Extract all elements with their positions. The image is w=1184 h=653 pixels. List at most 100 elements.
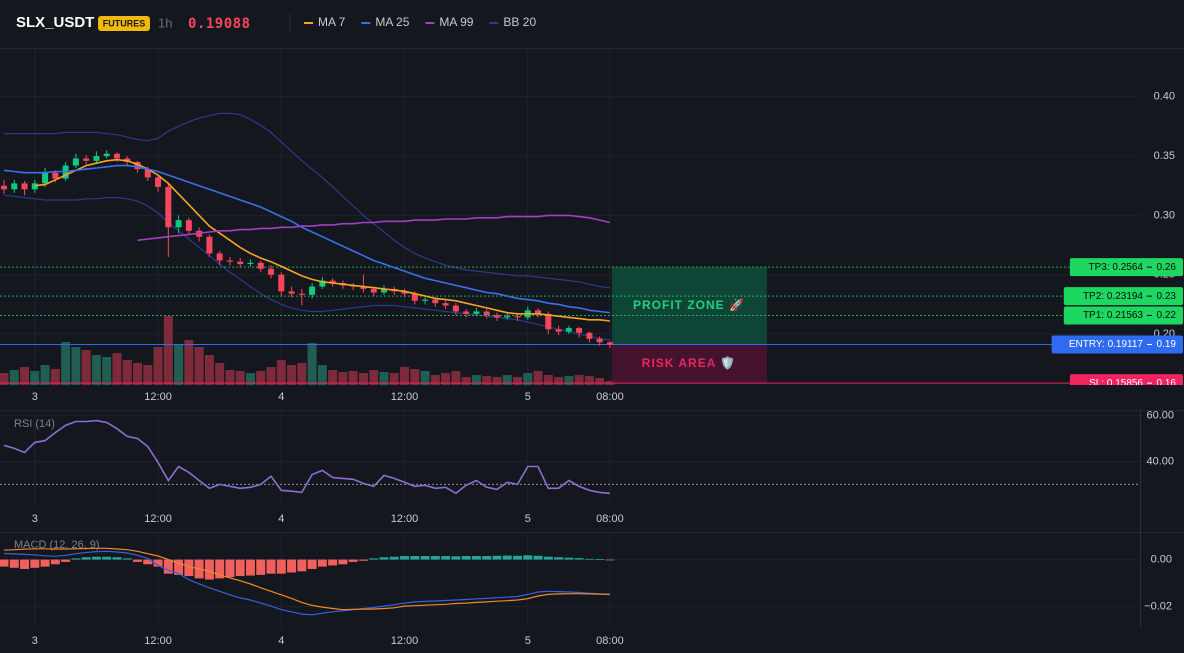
volume-bar	[225, 370, 235, 385]
x-tick-label: 5	[525, 513, 531, 525]
volume-bar	[81, 350, 91, 385]
y-tick-label: 0.30	[1154, 209, 1175, 221]
volume-bar	[276, 360, 286, 385]
volume-bar	[174, 345, 184, 385]
candle-body	[11, 183, 18, 190]
histogram-bar	[461, 556, 471, 560]
candle-body	[83, 158, 90, 161]
level-label: ENTRY: 0.19117	[1069, 339, 1144, 350]
x-tick-label: 12:00	[144, 391, 172, 403]
candle-body	[576, 328, 583, 333]
level-axis-label: 0.23	[1157, 291, 1177, 302]
candle-body	[31, 183, 38, 190]
volume-bar	[420, 371, 430, 385]
volume-bar	[50, 369, 60, 385]
histogram-bar	[112, 557, 122, 560]
candle-body	[329, 280, 336, 284]
histogram-bar	[71, 558, 81, 560]
level-badge	[1051, 335, 1183, 354]
zone	[612, 344, 767, 384]
histogram-bar	[605, 559, 615, 561]
histogram-bar	[430, 556, 440, 560]
histogram-bar	[348, 559, 358, 562]
volume-bar	[194, 347, 204, 385]
moving-average	[3, 164, 610, 314]
histogram-bar	[317, 559, 327, 567]
histogram-bar	[554, 557, 564, 560]
candle-body	[545, 313, 552, 330]
histogram-bar	[338, 559, 348, 565]
histogram-bar	[174, 559, 184, 575]
level-badge	[1063, 287, 1183, 306]
volume-bar	[400, 367, 410, 385]
candle-body	[113, 153, 120, 159]
last-price: 0.19088	[188, 16, 251, 32]
volume-bar	[112, 353, 122, 385]
candle-body	[401, 291, 408, 294]
candle-body	[268, 268, 275, 275]
volume-bar	[389, 373, 399, 385]
volume-bar	[471, 375, 481, 385]
histogram-bar	[543, 556, 553, 560]
rsi-line	[3, 419, 610, 495]
x-tick-label: 12:00	[144, 513, 172, 525]
candle-body	[370, 288, 377, 293]
zone-label: RISK AREA 🛡️	[642, 356, 736, 370]
candle-body	[596, 338, 603, 343]
level-label: TP3: 0.2564	[1089, 262, 1144, 273]
candle-body	[247, 262, 254, 265]
x-tick-label: 4	[278, 513, 284, 525]
volume-bar	[543, 375, 553, 385]
histogram-bar	[81, 557, 91, 560]
legend-label: BB 20	[503, 15, 536, 29]
volume-bar	[184, 340, 194, 385]
candle-body	[21, 183, 28, 190]
histogram-bar	[225, 559, 235, 578]
zone-label: PROFIT ZONE 🚀	[633, 298, 745, 312]
symbol: SLX_USDT	[16, 14, 94, 31]
candle-body	[514, 316, 521, 318]
x-tick-label: 5	[525, 635, 531, 647]
signal-line	[3, 547, 610, 611]
volume-bar	[564, 376, 574, 385]
histogram-bar	[50, 559, 60, 565]
volume-bar	[307, 343, 317, 385]
candle-body	[93, 156, 100, 161]
volume-bar	[143, 365, 153, 385]
candle-body	[535, 310, 542, 314]
candle-body	[165, 186, 172, 228]
volume-bar	[358, 373, 368, 385]
moving-average	[137, 214, 611, 242]
volume-bar	[451, 371, 461, 385]
histogram-bar	[266, 559, 276, 574]
candle-body	[493, 315, 500, 318]
histogram-bar	[502, 555, 512, 560]
moving-average	[34, 158, 610, 322]
volume-bar	[163, 316, 173, 385]
volume-bar	[215, 363, 225, 385]
volume-bar	[584, 376, 594, 385]
volume-bar	[328, 370, 338, 385]
histogram-bar	[287, 559, 297, 573]
histogram-bar	[133, 559, 143, 562]
legend-label: MA 99	[439, 15, 473, 29]
volume-bar	[61, 342, 71, 385]
histogram-bar	[235, 559, 245, 577]
histogram-bar	[143, 559, 153, 565]
volume-bar	[245, 373, 255, 385]
interval[interactable]: 1h	[158, 15, 172, 30]
y-tick-label: 0.00	[1151, 553, 1172, 565]
histogram-bar	[451, 556, 461, 560]
candle-body	[565, 328, 572, 332]
y-tick-label: 0.35	[1154, 150, 1175, 162]
x-tick-label: 3	[32, 635, 38, 647]
x-tick-label: 5	[525, 391, 531, 403]
volume-bar	[595, 378, 605, 385]
volume-bar	[122, 360, 132, 385]
level-badge	[1069, 374, 1183, 385]
candle-body	[226, 260, 233, 262]
